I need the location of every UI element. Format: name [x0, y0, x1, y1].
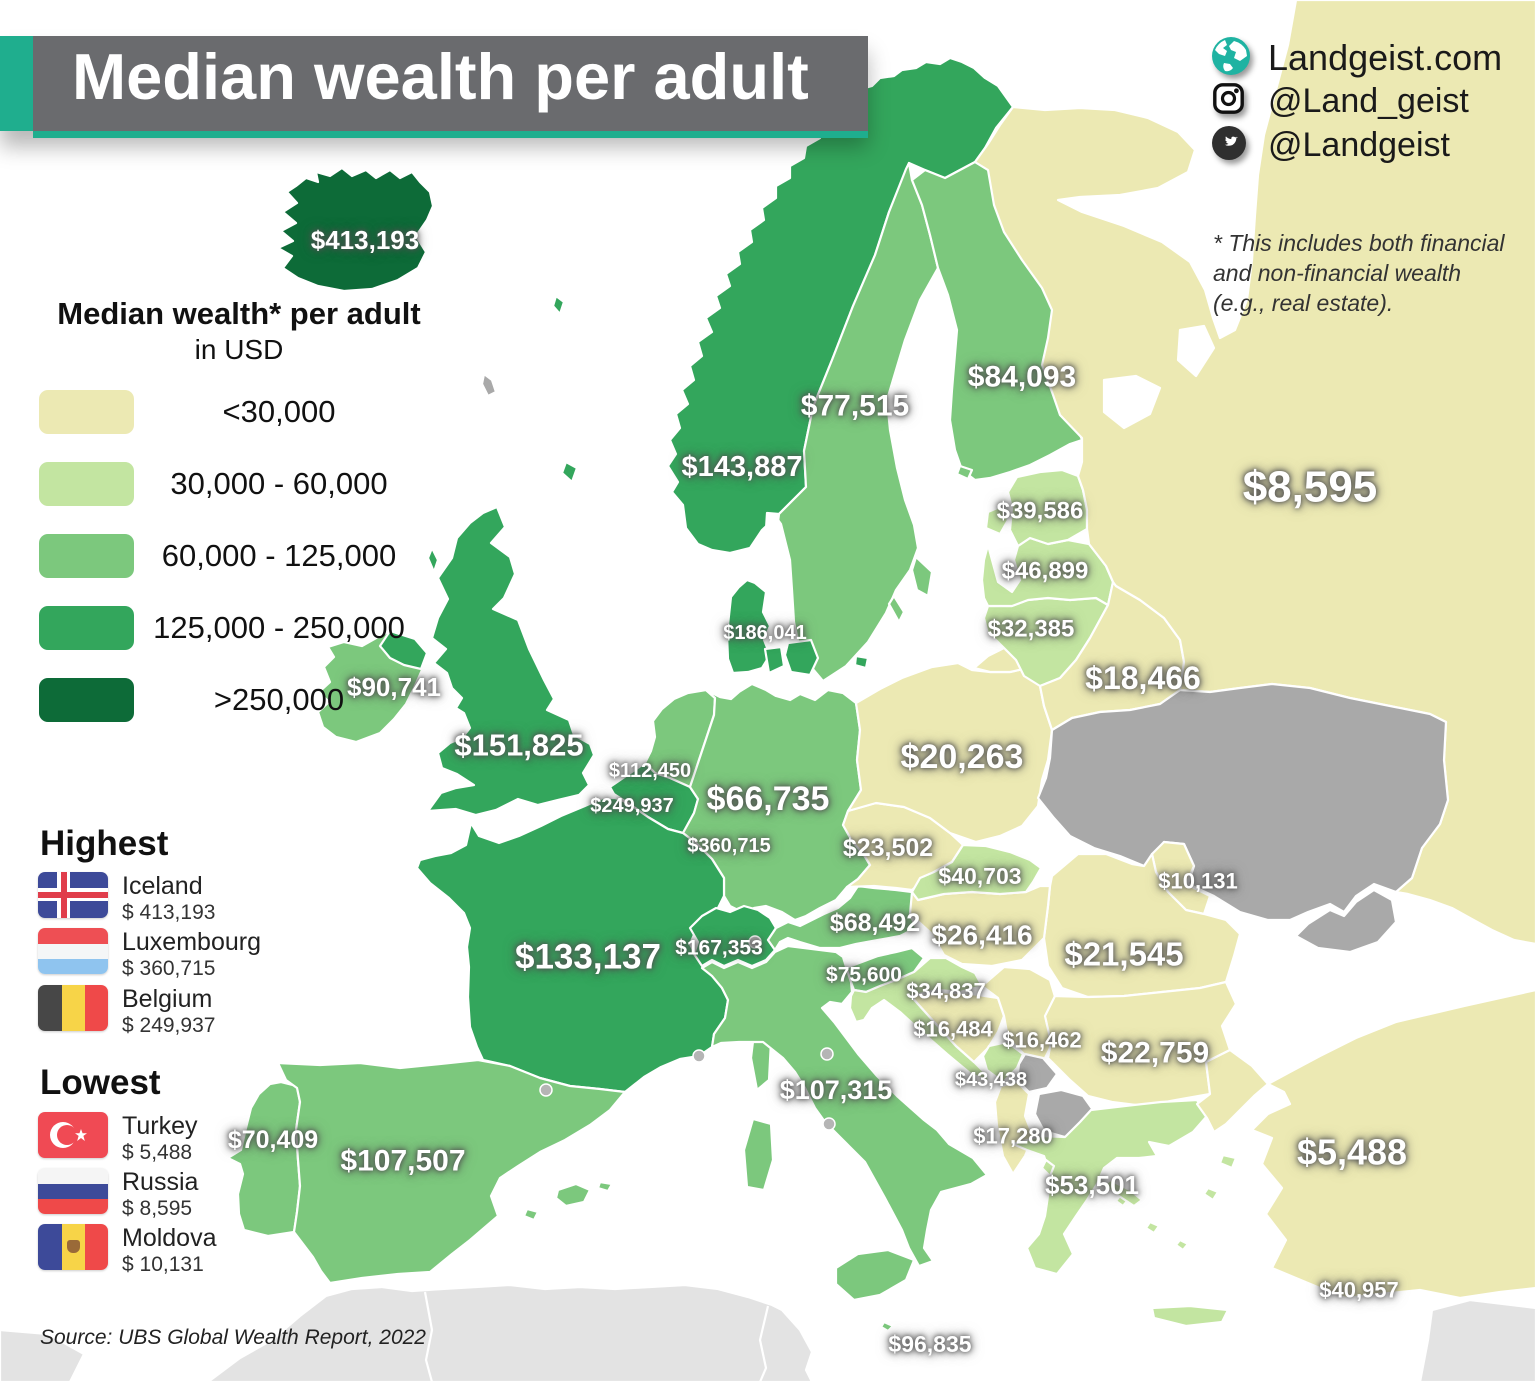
svg-text:$90,741: $90,741	[347, 672, 441, 702]
svg-text:$16,462: $16,462	[1002, 1028, 1082, 1053]
svg-text:$26,416: $26,416	[931, 920, 1032, 951]
svg-text:$167,353: $167,353	[675, 937, 763, 960]
svg-text:$151,825: $151,825	[454, 728, 583, 763]
svg-text:$18,466: $18,466	[1085, 660, 1201, 696]
svg-text:$40,957: $40,957	[1319, 1278, 1399, 1303]
svg-text:$77,515: $77,515	[801, 390, 909, 423]
svg-text:$34,837: $34,837	[906, 979, 986, 1004]
svg-text:$68,492: $68,492	[830, 909, 920, 937]
svg-text:$17,280: $17,280	[973, 1124, 1053, 1149]
svg-text:$5,488: $5,488	[1297, 1132, 1407, 1173]
svg-text:$112,450: $112,450	[609, 760, 691, 782]
svg-text:$66,735: $66,735	[707, 780, 830, 818]
svg-text:$84,093: $84,093	[968, 361, 1076, 394]
svg-text:$22,759: $22,759	[1101, 1037, 1209, 1070]
svg-text:$43,438: $43,438	[955, 1069, 1027, 1091]
svg-text:$39,586: $39,586	[997, 498, 1084, 525]
svg-text:$16,484: $16,484	[913, 1017, 993, 1042]
svg-text:$23,502: $23,502	[843, 834, 933, 862]
svg-text:$75,600: $75,600	[826, 964, 902, 987]
svg-text:$249,937: $249,937	[590, 795, 673, 817]
svg-text:$21,545: $21,545	[1064, 936, 1183, 973]
svg-text:$107,315: $107,315	[780, 1075, 893, 1105]
svg-text:$46,899: $46,899	[1002, 558, 1089, 585]
svg-text:$133,137: $133,137	[515, 938, 661, 977]
svg-text:$96,835: $96,835	[888, 1331, 971, 1357]
svg-text:$32,385: $32,385	[988, 616, 1075, 643]
svg-text:$143,887: $143,887	[682, 451, 803, 483]
svg-text:$8,595: $8,595	[1243, 463, 1378, 512]
svg-text:$107,507: $107,507	[340, 1145, 465, 1178]
svg-text:$186,041: $186,041	[723, 622, 806, 644]
svg-text:$360,715: $360,715	[687, 835, 770, 857]
svg-text:$10,131: $10,131	[1158, 869, 1238, 894]
svg-text:$40,703: $40,703	[938, 863, 1021, 889]
svg-text:$20,263: $20,263	[901, 738, 1024, 776]
svg-text:$53,501: $53,501	[1045, 1170, 1139, 1200]
svg-text:$70,409: $70,409	[228, 1126, 318, 1154]
svg-text:$413,193: $413,193	[311, 225, 419, 255]
